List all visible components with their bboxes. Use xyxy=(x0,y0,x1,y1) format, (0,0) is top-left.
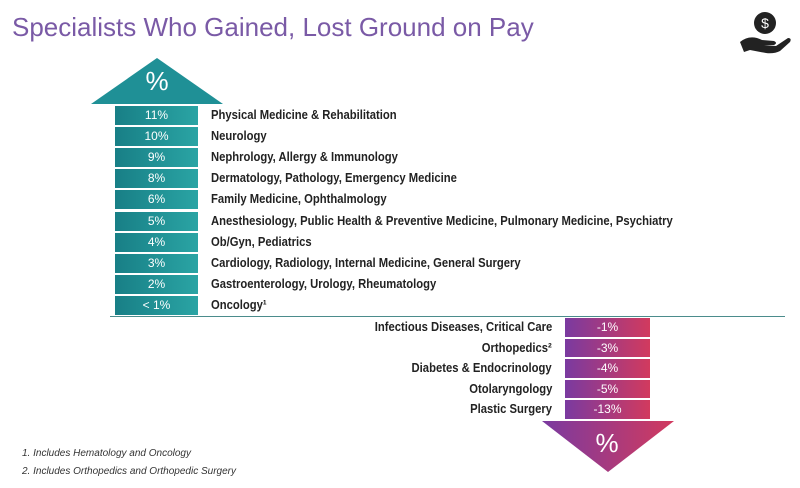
gain-value-cell: 6% xyxy=(115,190,198,210)
loss-value-cell: -1% xyxy=(565,318,650,337)
gain-specialty-label: Cardiology, Radiology, Internal Medicine… xyxy=(211,255,521,270)
gain-specialty-label: Anesthesiology, Public Health & Preventi… xyxy=(211,213,673,228)
loss-specialty-label: Infectious Diseases, Critical Care xyxy=(374,320,552,334)
gain-value-cell: 10% xyxy=(115,127,198,147)
gain-value-cell: < 1% xyxy=(115,295,198,315)
loss-value-cell: -13% xyxy=(565,400,650,419)
gain-specialty-label: Family Medicine, Ophthalmology xyxy=(211,192,387,207)
gain-value-cell: 5% xyxy=(115,211,198,231)
page-title: Specialists Who Gained, Lost Ground on P… xyxy=(12,12,534,42)
loss-value-cell: -5% xyxy=(565,379,650,399)
gain-value-cell: 4% xyxy=(115,232,198,252)
up-arrow-symbol: % xyxy=(145,66,169,96)
footnote-1: 1. Includes Hematology and Oncology xyxy=(22,448,191,459)
loss-specialty-label: Otolaryngology xyxy=(468,381,552,396)
gain-value-cell: 3% xyxy=(115,253,198,273)
loss-specialty-label: Plastic Surgery xyxy=(470,402,552,417)
gain-value-cell: 2% xyxy=(115,274,198,294)
down-arrow-symbol: % xyxy=(595,428,619,458)
gain-specialty-label: Ob/Gyn, Pediatrics xyxy=(211,234,312,249)
svg-text:$: $ xyxy=(761,15,769,31)
gain-specialty-label: Neurology xyxy=(211,129,267,144)
loss-specialty-label: Diabetes & Endocrinology xyxy=(411,361,552,376)
gain-value-cell: 9% xyxy=(115,148,198,168)
footnote-2: 2. Includes Orthopedics and Orthopedic S… xyxy=(22,466,237,477)
loss-value-cell: -4% xyxy=(565,359,650,378)
down-arrow-head xyxy=(542,421,674,472)
gain-specialty-label: Dermatology, Pathology, Emergency Medici… xyxy=(211,171,457,186)
loss-specialty-label: Orthopedics² xyxy=(481,340,552,355)
loss-value-cell: -3% xyxy=(565,338,650,358)
gain-specialty-label: Nephrology, Allergy & Immunology xyxy=(211,150,398,165)
gain-value-cell: 11% xyxy=(115,106,198,125)
up-arrow-head xyxy=(91,58,223,104)
gain-specialty-label: Oncology¹ xyxy=(211,297,267,312)
gain-specialty-label: Physical Medicine & Rehabilitation xyxy=(211,108,397,122)
divider-line xyxy=(110,316,785,317)
gain-specialty-label: Gastroenterology, Urology, Rheumatology xyxy=(211,276,437,291)
gain-value-cell: 8% xyxy=(115,169,198,189)
hand-dollar-icon: $ xyxy=(740,12,791,54)
